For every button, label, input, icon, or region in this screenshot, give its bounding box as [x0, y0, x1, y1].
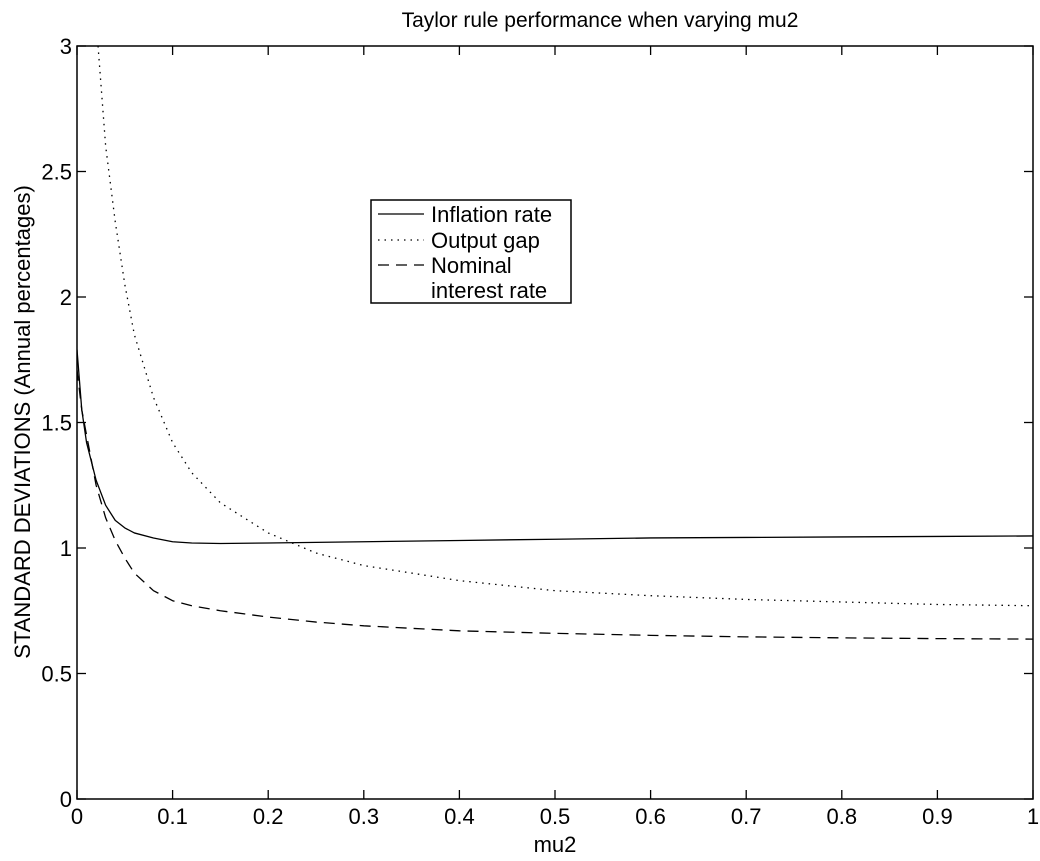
y-tick-label: 3 — [60, 34, 72, 59]
y-tick-label: 0.5 — [41, 662, 72, 687]
chart-title: Taylor rule performance when varying mu2 — [402, 9, 799, 32]
x-tick-label: 0.5 — [540, 804, 571, 829]
x-tick-label: 0.9 — [922, 804, 953, 829]
legend-label-inflation: Inflation rate — [431, 202, 552, 227]
x-tick-label: 0.8 — [827, 804, 858, 829]
x-tick-label: 0 — [71, 804, 83, 829]
legend: Inflation rate Output gap Nominal intere… — [370, 199, 572, 304]
y-axis-title: STANDARD DEVIATIONS (Annual percentages) — [10, 185, 35, 659]
legend-box — [370, 199, 572, 304]
x-tick-label: 0.4 — [444, 804, 475, 829]
plot-series-group — [77, 46, 1033, 640]
x-axis: 0 0.1 0.2 0.3 0.4 0.5 0.6 0.7 0.8 0.9 1 — [71, 46, 1039, 829]
y-tick-label: 1.5 — [41, 411, 72, 436]
x-tick-label: 0.2 — [253, 804, 284, 829]
legend-label-output-gap: Output gap — [431, 228, 540, 253]
y-tick-label: 2 — [60, 285, 72, 310]
x-tick-label: 0.7 — [731, 804, 762, 829]
y-tick-label: 2.5 — [41, 160, 72, 185]
x-tick-label: 0.1 — [157, 804, 188, 829]
series-line-output-gap — [97, 46, 1033, 607]
x-axis-title: mu2 — [534, 832, 577, 857]
legend-label-nominal: Nominal — [431, 253, 512, 278]
series-line-inflation-rate — [77, 349, 1033, 545]
x-tick-label: 0.6 — [635, 804, 666, 829]
series-line-nominal-interest-rate — [77, 369, 1033, 640]
x-tick-label: 1 — [1027, 804, 1039, 829]
y-tick-label: 1 — [60, 536, 72, 561]
legend-label-nominal-line2: interest rate — [431, 278, 547, 303]
y-tick-label: 0 — [60, 787, 72, 812]
y-axis: 0 0.5 1 1.5 2 2.5 3 — [41, 34, 1033, 812]
x-tick-label: 0.3 — [349, 804, 380, 829]
